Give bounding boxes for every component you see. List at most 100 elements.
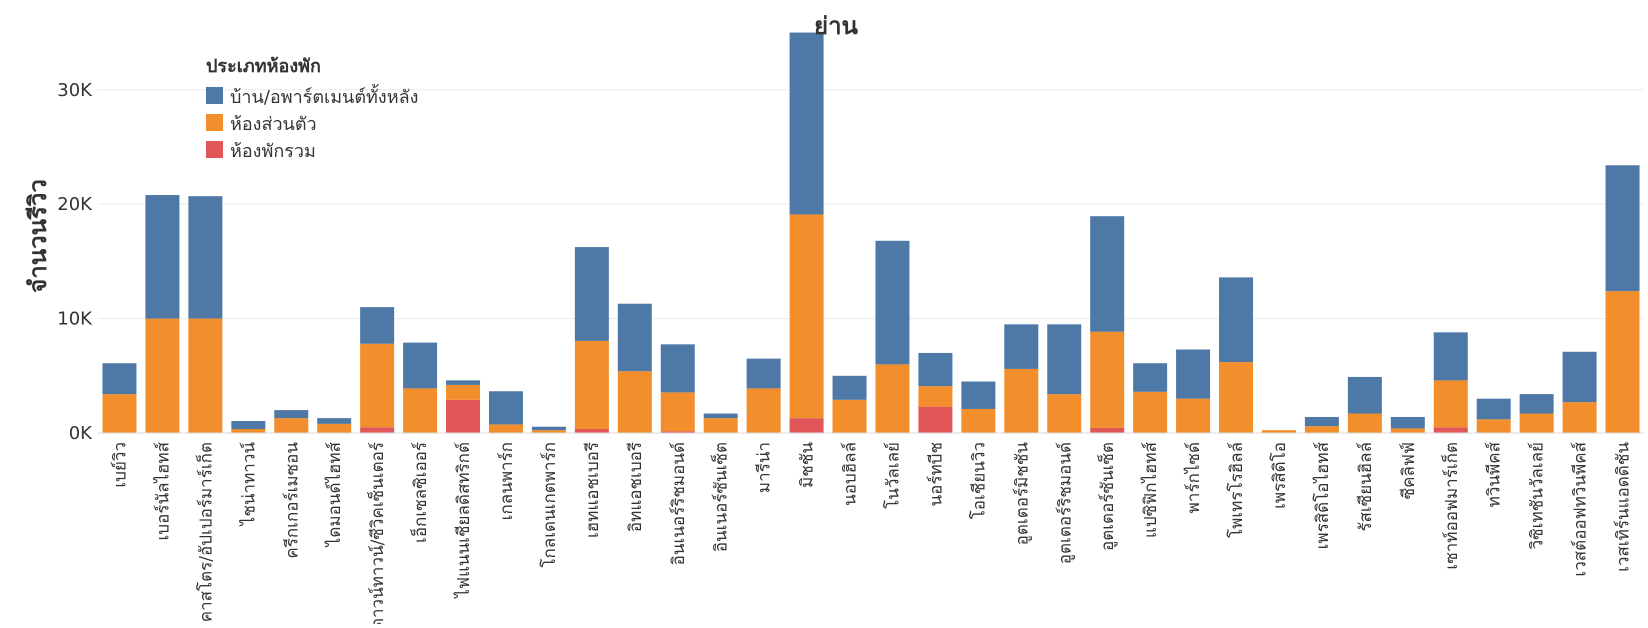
bar-segment: [746, 358, 781, 389]
bar-segment: [1133, 363, 1168, 392]
legend-title: ประเภทห้องพัก: [206, 56, 321, 77]
bar-segment: [832, 375, 867, 400]
x-tick-label: โพเทรโรฮิลล์: [1226, 442, 1247, 538]
x-tick-label: อิทแอชเบอรี: [626, 442, 646, 532]
bar-segment: [1562, 351, 1597, 403]
bar-segment: [488, 424, 523, 433]
bar-segment: [1605, 291, 1640, 433]
bar-segment: [446, 380, 481, 385]
bar-segment: [703, 418, 738, 433]
bar-segment: [789, 214, 824, 419]
legend: ประเภทห้องพัก บ้าน/อพาร์ตเมนต์ทั้งหลังห้…: [206, 56, 418, 162]
bar-segment: [1433, 380, 1468, 428]
x-tick-label: วิซิเทชันวัลเลย์: [1528, 442, 1548, 550]
bar-segment: [274, 418, 309, 433]
x-tick-label: เกลนพาร์ก: [497, 442, 517, 520]
legend-swatch: [206, 114, 223, 131]
bar-segment: [918, 386, 953, 407]
x-tick-label: อินเนอร์ริชมอนด์: [669, 442, 689, 565]
x-tick-label: อูตเตอร์ซันเซ็ต: [1096, 442, 1118, 551]
x-tick-label: รัสเซียนฮิลล์: [1356, 442, 1376, 532]
x-tick-label: โกลเดนเกตพาร์ก: [539, 442, 560, 568]
bar-segment: [617, 371, 652, 433]
bars: [102, 32, 1640, 433]
bar-segment: [1219, 362, 1254, 433]
bar-segment: [1090, 427, 1125, 433]
bar-segment: [1605, 165, 1640, 292]
bar-segment: [789, 418, 824, 433]
bar-segment: [660, 431, 695, 433]
x-tick-label: เพรสิดิโอไฮทส์: [1312, 441, 1333, 549]
bar-segment: [1047, 394, 1082, 433]
bar-segment: [1562, 402, 1597, 433]
bar-segment: [1261, 430, 1296, 433]
x-tick-label: ไฟแนนเชียลดิสทริกต์: [453, 442, 474, 600]
x-tick-label: ครีกเกอร์เมซอน: [282, 442, 302, 559]
x-tick-label: เวสต์ออฟทวินพีคส์: [1571, 441, 1591, 576]
x-tick-label: มารีน่า: [755, 442, 775, 493]
x-tick-label: เพรสิดิโอ: [1269, 442, 1290, 509]
bar-segment: [1004, 324, 1039, 369]
bar-segment: [1304, 416, 1339, 427]
bar-segment: [617, 303, 652, 372]
bar-segment: [1176, 349, 1211, 399]
x-tick-label: อินเนอร์ซันเซ็ต: [710, 442, 732, 552]
bar-segment: [961, 381, 996, 409]
bar-segment: [660, 344, 695, 393]
axes: 0K 10K 20K 30K เบย์วิว เบอร์นัลไฮทส์ คาสโตร/อั…: [57, 80, 1644, 628]
bar-segment: [231, 428, 266, 433]
x-tick-label: เซาท์ออฟมาร์เก็ต: [1440, 442, 1462, 570]
bar-segment: [145, 318, 180, 433]
x-tick-label: คาสโตร/อัปเปอร์มาร์เก็ต: [194, 442, 216, 622]
bar-segment: [1390, 428, 1425, 433]
bar-segment: [574, 340, 609, 429]
bar-segment: [1304, 426, 1339, 433]
legend-entries: บ้าน/อพาร์ตเมนต์ทั้งหลังห้องส่วนตัวห้องพ…: [206, 84, 418, 162]
bar-segment: [703, 413, 738, 419]
x-tick-label: เฮทแอชเบอรี: [583, 442, 603, 538]
bar-segment: [918, 406, 953, 433]
chart-title: ย่าน: [814, 12, 859, 40]
x-tick-label: เวสเทิร์นแอดดิชัน: [1614, 442, 1634, 572]
x-tick-label: อูตเตอร์ริชมอนด์: [1055, 442, 1075, 564]
bar-segment: [360, 307, 395, 344]
bar-segment: [403, 388, 438, 433]
x-tick-label: เบอร์นัลไฮทส์: [152, 441, 173, 540]
bar-segment: [403, 342, 438, 389]
bar-segment: [1090, 331, 1125, 428]
y-tick-label: 20K: [57, 194, 93, 215]
bar-segment: [317, 423, 352, 433]
legend-swatch: [206, 87, 223, 104]
bar-segment: [789, 32, 824, 215]
x-tick-label: ทวินพีคส์: [1485, 441, 1505, 507]
x-tick-label: ดาวน์ทาวน์/ซีวิคเซ็นเตอร์: [366, 442, 388, 624]
bar-segment: [746, 388, 781, 433]
bar-segment: [1133, 391, 1168, 433]
bar-segment: [574, 428, 609, 433]
bar-segment: [1433, 332, 1468, 381]
bar-segment: [574, 247, 609, 341]
bar-segment: [102, 363, 137, 395]
legend-label: ห้องส่วนตัว: [230, 114, 317, 135]
legend-swatch: [206, 141, 223, 158]
bar-segment: [274, 410, 309, 419]
bar-segment: [660, 392, 695, 432]
bar-segment: [875, 240, 910, 365]
y-axis-label: จำนวนรีวิว: [24, 179, 52, 293]
x-tick-label: นอร์ทบีช: [926, 442, 946, 507]
bar-segment: [1519, 394, 1554, 414]
x-tick-label: ไดมอนด์ไฮทส์: [324, 441, 345, 548]
bar-segment: [317, 418, 352, 424]
bar-segment: [1390, 416, 1425, 429]
x-tick-label: เอ็กเซลซิเออร์: [409, 442, 431, 543]
bar-segment: [446, 399, 481, 433]
y-tick-label: 30K: [57, 80, 93, 101]
bar-segment: [1219, 277, 1254, 363]
bar-segment: [1004, 368, 1039, 433]
bar-segment: [1519, 413, 1554, 433]
x-tick-label: พาร์กไซด์: [1183, 442, 1204, 513]
bar-segment: [531, 430, 566, 433]
bar-segment: [488, 391, 523, 425]
